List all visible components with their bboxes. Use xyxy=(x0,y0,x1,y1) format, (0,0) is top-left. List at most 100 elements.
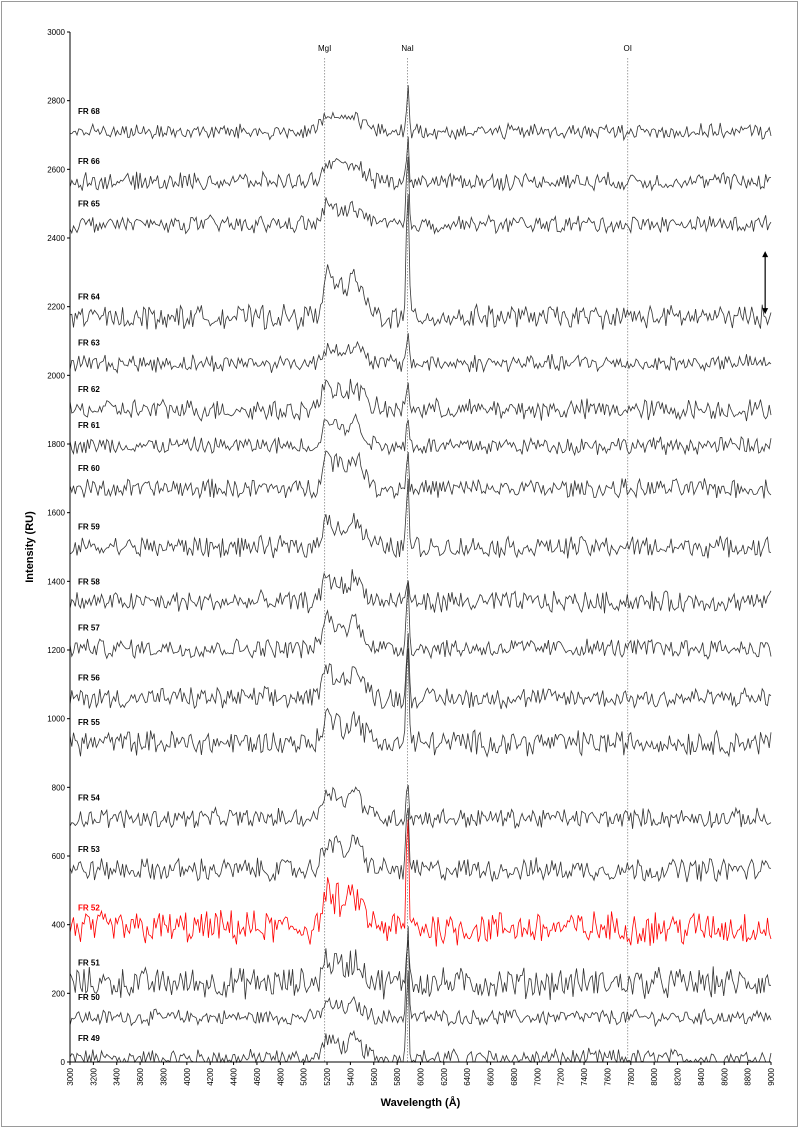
series-fr-61: FR 61 xyxy=(69,413,772,457)
series-fr-68: FR 68 xyxy=(69,85,772,142)
x-tick-label: 8600 xyxy=(720,1067,729,1085)
series-fr-60: FR 60 xyxy=(69,450,772,500)
series-line xyxy=(69,136,772,192)
series-fr-66: FR 66 xyxy=(69,136,772,192)
y-tick-label: 1000 xyxy=(47,715,65,724)
series-line xyxy=(69,807,772,883)
x-tick-label: 5800 xyxy=(393,1067,402,1085)
x-tick-label: 5000 xyxy=(300,1067,309,1085)
x-tick-label: 6400 xyxy=(463,1067,472,1085)
spectral-line-label: NaI xyxy=(401,44,413,53)
x-tick-label: 6000 xyxy=(417,1067,426,1085)
x-tick-label: 6600 xyxy=(487,1067,496,1085)
x-tick-label: 8200 xyxy=(674,1067,683,1085)
x-tick-label: 4000 xyxy=(183,1067,192,1085)
axes-layer: 0 200 400 600 800 1000 1200 1400 1600 1800 2000 220… xyxy=(47,28,776,1086)
x-axis-title: Wavelength (Å) xyxy=(381,1096,461,1109)
y-tick-label: 400 xyxy=(52,921,66,930)
series-fr-54: FR 54 xyxy=(69,784,772,829)
x-tick-label: 7200 xyxy=(557,1067,566,1085)
series-fr-63: FR 63 xyxy=(69,333,772,374)
series-line xyxy=(69,156,772,235)
x-tick-label: 4600 xyxy=(253,1067,262,1085)
spectral-lines-layer: MgI NaI OI xyxy=(318,44,632,1062)
y-tick-label: 800 xyxy=(52,783,66,792)
series-line xyxy=(69,633,772,710)
series-line xyxy=(69,818,772,947)
spectral-line-label: OI xyxy=(624,44,632,53)
x-tick-label: 8400 xyxy=(697,1067,706,1085)
series-fr-59: FR 59 xyxy=(69,478,772,559)
x-tick-label: 4400 xyxy=(230,1067,239,1085)
x-tick-label: 3400 xyxy=(113,1067,122,1085)
series-line xyxy=(69,413,772,457)
series-label: FR 64 xyxy=(78,292,100,301)
series-line xyxy=(69,648,772,758)
series-line xyxy=(69,940,771,1001)
y-tick-label: 0 xyxy=(61,1058,66,1067)
x-tick-label: 5400 xyxy=(346,1067,355,1085)
series-line xyxy=(69,85,772,142)
series-label: FR 52 xyxy=(78,904,100,913)
series-line xyxy=(69,378,772,422)
x-tick-label: 6800 xyxy=(510,1067,519,1085)
series-fr-52: FR 52 xyxy=(69,818,772,947)
x-tick-label: 7600 xyxy=(603,1067,612,1085)
series-fr-64: FR 64 xyxy=(69,194,772,331)
x-tick-label: 7000 xyxy=(533,1067,542,1085)
series-label: FR 55 xyxy=(78,718,100,727)
x-tick-label: 5200 xyxy=(323,1067,332,1085)
series-label: FR 60 xyxy=(78,464,100,473)
series-label: FR 51 xyxy=(78,958,100,967)
series-label: FR 68 xyxy=(78,107,100,116)
scale-arrow xyxy=(762,251,769,315)
x-tick-label: 5600 xyxy=(370,1067,379,1085)
x-tick-label: 3200 xyxy=(89,1067,98,1085)
series-fr-53: FR 53 xyxy=(69,807,772,883)
series-line xyxy=(69,333,772,374)
x-tick-label: 3600 xyxy=(136,1067,145,1085)
series-fr-56: FR 56 xyxy=(69,633,772,710)
series-line xyxy=(69,478,772,559)
series-fr-50: FR 50 xyxy=(69,926,772,1028)
y-tick-label: 2000 xyxy=(47,371,65,380)
series-label: FR 49 xyxy=(78,1034,100,1043)
series-fr-58: FR 58 xyxy=(69,569,772,614)
x-tick-label: 7400 xyxy=(580,1067,589,1085)
y-tick-label: 1200 xyxy=(47,646,65,655)
series-line xyxy=(69,569,772,614)
series-label: FR 50 xyxy=(78,993,100,1002)
x-tick-label: 4200 xyxy=(206,1067,215,1085)
series-fr-49: FR 49 xyxy=(69,970,772,1064)
series-fr-55: FR 55 xyxy=(69,648,772,758)
y-tick-label: 200 xyxy=(52,989,66,998)
series-label: FR 58 xyxy=(78,577,100,586)
series-label: FR 63 xyxy=(78,339,100,348)
y-tick-label: 2400 xyxy=(47,234,65,243)
y-tick-label: 2800 xyxy=(47,97,65,106)
series-fr-51: FR 51 xyxy=(69,940,771,1001)
x-tick-label: 9000 xyxy=(767,1067,776,1085)
y-tick-label: 2200 xyxy=(47,303,65,312)
series-line xyxy=(69,970,772,1064)
series-label: FR 59 xyxy=(78,522,100,531)
series-label: FR 53 xyxy=(78,845,100,854)
spectral-line-label: MgI xyxy=(318,44,331,53)
series-label: FR 57 xyxy=(78,624,100,633)
series-layer: FR 49 FR 50 FR 51 FR 52 FR 53 FR 54 FR 55 FR 56… xyxy=(69,85,772,1064)
series-line xyxy=(69,581,772,660)
x-tick-label: 8800 xyxy=(744,1067,753,1085)
x-tick-label: 3000 xyxy=(66,1067,75,1085)
y-tick-label: 600 xyxy=(52,852,66,861)
series-fr-65: FR 65 xyxy=(69,156,772,235)
y-tick-label: 1800 xyxy=(47,440,65,449)
series-line xyxy=(69,450,772,500)
y-tick-label: 1400 xyxy=(47,577,65,586)
series-line xyxy=(69,926,772,1028)
x-tick-label: 4800 xyxy=(276,1067,285,1085)
series-label: FR 56 xyxy=(78,673,100,682)
series-label: FR 62 xyxy=(78,385,100,394)
y-tick-label: 1600 xyxy=(47,509,65,518)
